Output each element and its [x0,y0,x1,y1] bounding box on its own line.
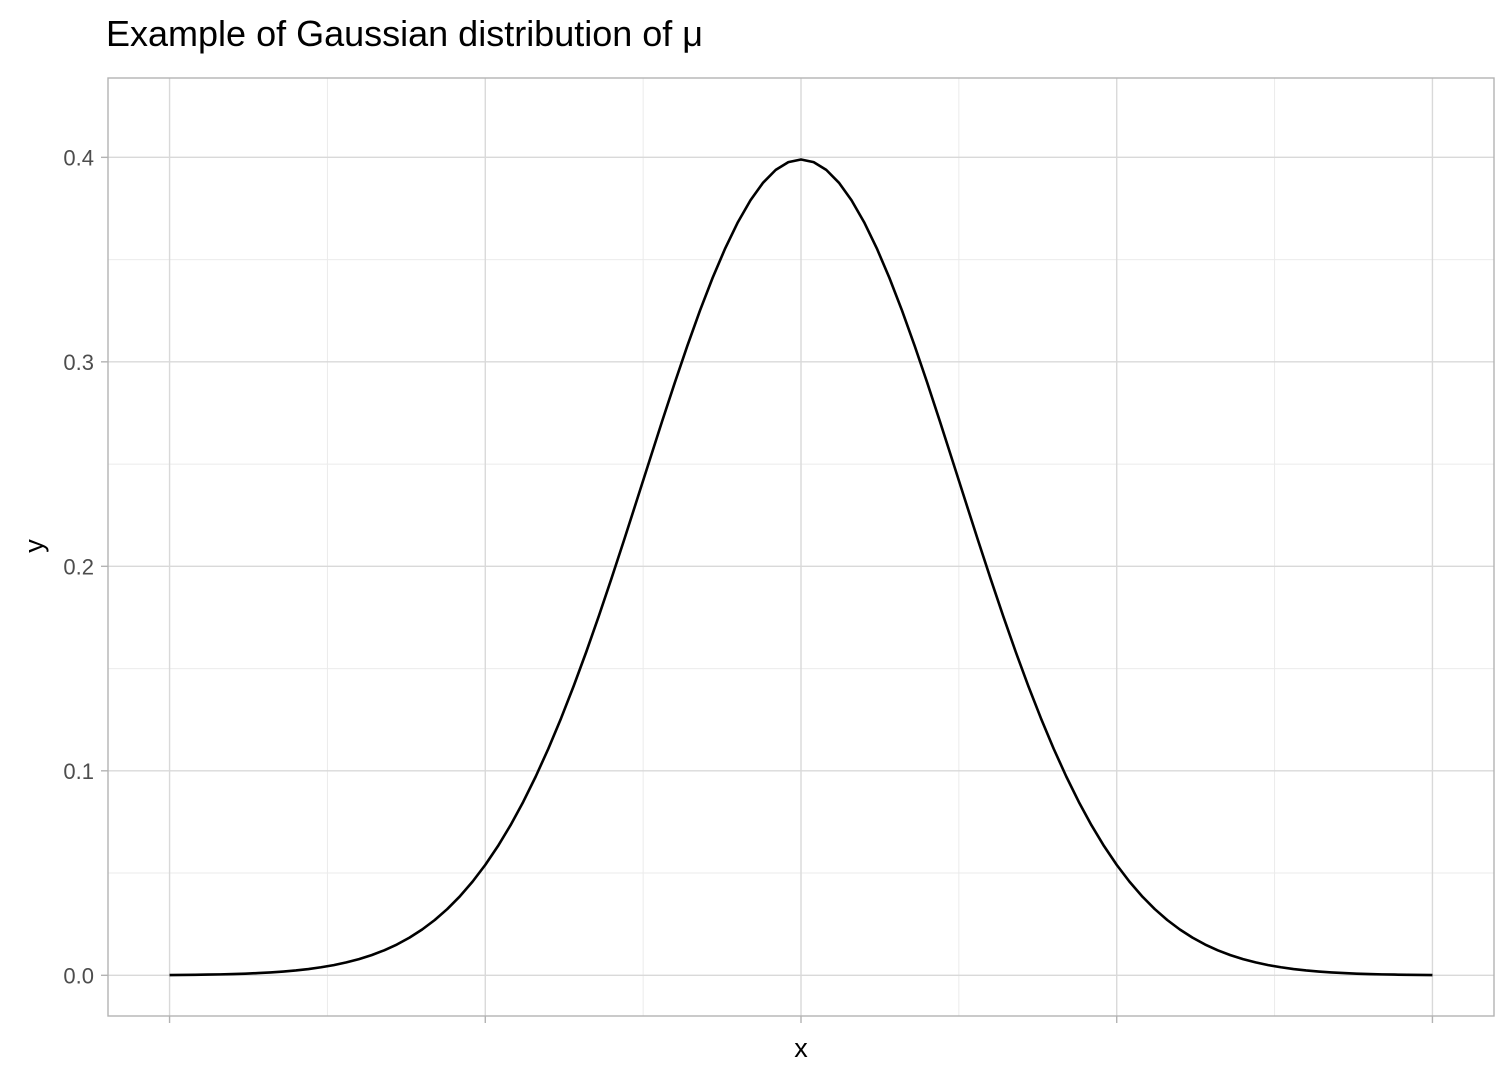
y-axis-ticks: 0.0 0.1 0.2 0.3 0.4 [63,145,108,988]
y-tick-label: 0.1 [63,759,94,784]
x-axis-title: x [794,1033,808,1063]
y-tick-label: 0.4 [63,145,94,170]
y-axis-title: y [19,539,49,553]
y-tick-label: 0.0 [63,963,94,988]
major-grid [108,78,1494,1016]
x-axis-ticks [168,1016,1434,1023]
y-tick-label: 0.3 [63,350,94,375]
y-tick-label: 0.2 [63,554,94,579]
density-curve-line [169,158,1433,977]
chart-title: Example of Gaussian distribution of μ [106,13,703,54]
